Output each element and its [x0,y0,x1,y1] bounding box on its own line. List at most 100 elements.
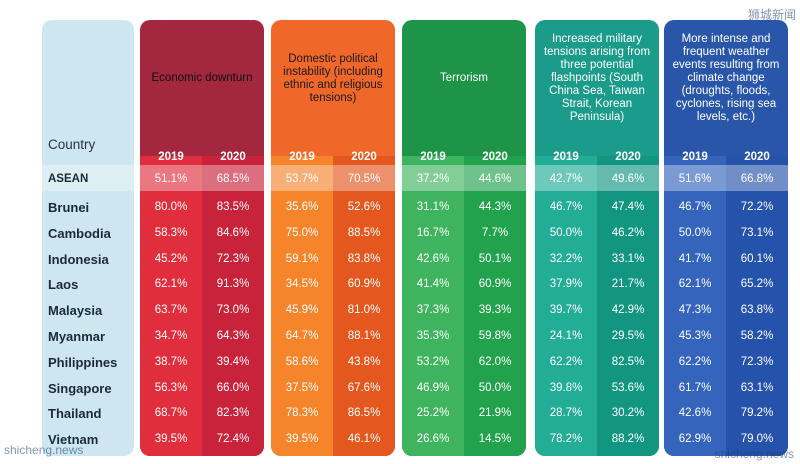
value-cell: 64.3% [216,330,250,342]
category-header: Economic downturn [151,72,253,84]
category-panel-3: Terrorism 2019 2020 37.2% 44.6% 31.1% 44.3% 16.… [402,20,526,456]
value-cell: 39.5% [154,433,188,445]
year-column-2019 [271,156,333,456]
value-cell: 84.6% [216,227,250,239]
value-cell: 28.7% [549,407,583,419]
value-cell: 51.1% [154,173,188,185]
country-column-panel [42,20,134,456]
value-cell: 81.0% [347,304,381,316]
value-cell: 67.6% [347,382,381,394]
value-cell: 39.4% [216,356,250,368]
value-cell: 37.9% [549,278,583,290]
value-cell: 50.1% [478,253,512,265]
year-label: 2019 [420,151,446,163]
value-cell: 56.3% [154,382,188,394]
value-cell: 50.0% [549,227,583,239]
value-cell: 34.5% [285,278,319,290]
value-cell: 53.2% [416,356,450,368]
year-label: 2020 [744,151,770,163]
value-cell: 34.7% [154,330,188,342]
value-cell: 16.7% [416,227,450,239]
value-cell: 47.4% [611,201,645,213]
value-cell: 73.0% [216,304,250,316]
value-cell: 88.2% [611,433,645,445]
year-label: 2020 [615,151,641,163]
value-cell: 50.0% [478,382,512,394]
watermark-top-right: 狮城新闻 [747,8,796,22]
value-cell: 60.9% [478,278,512,290]
row-label-country: Thailand [48,406,102,421]
year-column-2020 [202,156,264,456]
value-cell: 35.3% [416,330,450,342]
row-label-country: Cambodia [48,226,111,241]
row-label-country: Vietnam [48,432,99,447]
value-cell: 42.6% [416,253,450,265]
value-cell: 42.6% [678,407,712,419]
row-label-country: Indonesia [48,252,109,267]
value-cell: 72.3% [216,253,250,265]
value-cell: 35.6% [285,201,319,213]
year-label: 2019 [553,151,579,163]
value-cell: 63.1% [740,382,774,394]
value-cell: 45.3% [678,330,712,342]
value-cell: 24.1% [549,330,583,342]
value-cell: 88.1% [347,330,381,342]
row-label-country: Laos [48,277,79,292]
value-cell: 66.0% [216,382,250,394]
value-cell: 80.0% [154,201,188,213]
value-cell: 75.0% [285,227,319,239]
value-cell: 14.5% [478,433,512,445]
value-cell: 37.3% [416,304,450,316]
year-column-2019 [535,156,597,456]
year-column-2019 [402,156,464,456]
value-cell: 39.7% [549,304,583,316]
value-cell: 21.9% [478,407,512,419]
value-cell: 26.6% [416,433,450,445]
value-cell: 39.3% [478,304,512,316]
value-cell: 58.2% [740,330,774,342]
watermark-bottom-left: shicheng.news [4,443,84,457]
value-cell: 82.5% [611,356,645,368]
category-header: Increased military tensions arising from… [543,33,651,123]
value-cell: 72.2% [740,201,774,213]
value-cell: 45.9% [285,304,319,316]
value-cell: 62.2% [549,356,583,368]
value-cell: 62.0% [478,356,512,368]
category-panel-2: Domestic political instability (includin… [271,20,395,456]
value-cell: 46.9% [416,382,450,394]
value-cell: 50.0% [678,227,712,239]
value-cell: 44.3% [478,201,512,213]
year-column-2020 [597,156,659,456]
value-cell: 59.8% [478,330,512,342]
value-cell: 91.3% [216,278,250,290]
value-cell: 43.8% [347,356,381,368]
value-cell: 61.7% [678,382,712,394]
value-cell: 31.1% [416,201,450,213]
category-panel-4: Increased military tensions arising from… [535,20,659,456]
value-cell: 78.2% [549,433,583,445]
value-cell: 46.1% [347,433,381,445]
value-cell: 32.2% [549,253,583,265]
value-cell: 53.6% [611,382,645,394]
year-label: 2019 [158,151,184,163]
category-header: Domestic political instability (includin… [283,52,383,104]
value-cell: 37.5% [285,382,319,394]
row-label-country: Philippines [48,355,118,370]
value-cell: 70.5% [347,173,381,185]
year-label: 2020 [482,151,508,163]
value-cell: 30.2% [611,407,645,419]
value-cell: 68.5% [216,173,250,185]
value-cell: 68.7% [154,407,188,419]
value-cell: 47.3% [678,304,712,316]
row-label-country: Singapore [48,381,112,396]
value-cell: 45.2% [154,253,188,265]
value-cell: 42.9% [611,304,645,316]
value-cell: 64.7% [285,330,319,342]
value-cell: 62.9% [678,433,712,445]
asean-row-band [42,165,800,191]
year-label: 2019 [682,151,708,163]
value-cell: 78.3% [285,407,319,419]
value-cell: 72.4% [216,433,250,445]
value-cell: 66.8% [740,173,774,185]
